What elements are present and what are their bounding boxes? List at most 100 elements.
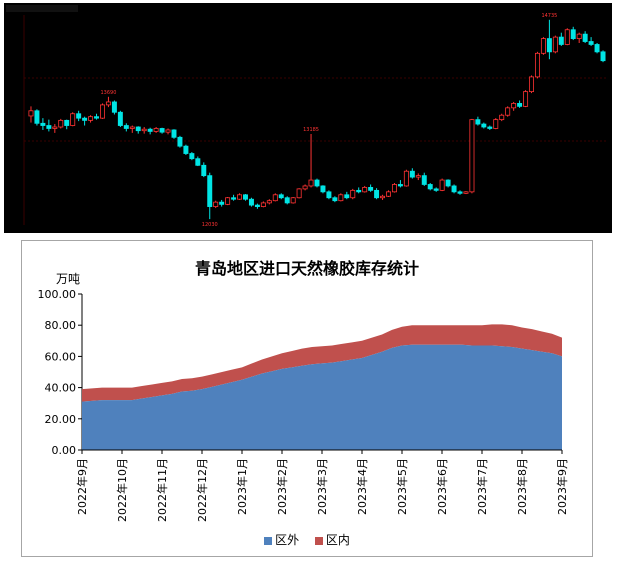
candle-body — [266, 200, 272, 204]
legend-swatch-inside — [314, 536, 323, 545]
legend-item-inside: 区内 — [314, 531, 350, 548]
candle-body — [499, 114, 505, 121]
candle-body — [433, 188, 439, 191]
candle-body — [76, 113, 82, 119]
y-tick-label: 40.00 — [45, 382, 77, 395]
x-tick-label: 2023年6月 — [435, 458, 449, 515]
area-series-outside — [82, 344, 562, 450]
candle-body — [546, 38, 552, 53]
price-label-high: 14735 — [541, 13, 557, 19]
x-tick-label: 2023年1月 — [235, 458, 249, 515]
candle-body — [534, 52, 540, 78]
candle-body — [105, 101, 111, 106]
candle-body — [558, 36, 564, 45]
candlestick-chart: 14735 12030 13690 13185 — [6, 5, 608, 228]
candle-body — [594, 44, 600, 53]
candle-body — [237, 194, 243, 200]
candle-body — [439, 179, 445, 191]
candle-body — [153, 128, 159, 132]
price-label-mid-high: 13690 — [100, 90, 116, 96]
price-label-low: 12030 — [202, 222, 218, 228]
candle-body — [511, 103, 517, 109]
candle-body — [409, 170, 415, 178]
candle-body — [374, 189, 380, 199]
candle-body — [356, 189, 362, 193]
candle-body — [64, 119, 70, 126]
candle-body — [296, 188, 302, 199]
candle-body — [260, 202, 266, 207]
candle-body — [243, 194, 248, 200]
candle-body — [427, 184, 433, 190]
price-label-mid: 13185 — [303, 127, 319, 133]
legend-label-inside: 区内 — [325, 533, 350, 547]
candle-body — [254, 204, 260, 207]
candle-body — [201, 164, 207, 177]
candle-body — [34, 110, 40, 124]
candle-body — [445, 179, 451, 187]
legend-swatch-outside — [264, 536, 273, 545]
x-tick-label: 2022年12月 — [195, 458, 209, 522]
candle-body — [159, 128, 165, 133]
x-tick-label: 2023年8月 — [515, 458, 529, 515]
candle-body — [213, 201, 219, 207]
x-tick-label: 2022年11月 — [155, 458, 169, 522]
candle-body — [552, 36, 558, 53]
candle-body — [28, 110, 34, 117]
candle-body — [397, 184, 403, 187]
candle-body — [46, 125, 52, 129]
candle-body — [290, 197, 296, 204]
candle-body — [588, 41, 594, 45]
candle-body — [451, 185, 457, 193]
candle-body — [487, 126, 493, 129]
x-tick-label: 2023年3月 — [315, 458, 329, 515]
candle-body — [225, 197, 231, 205]
candle-body — [332, 197, 338, 202]
candle-body — [493, 119, 499, 129]
candle-body — [529, 76, 535, 93]
candle-body — [284, 197, 290, 204]
candle-body — [117, 111, 123, 126]
candle-body — [320, 185, 326, 193]
candle-body — [600, 51, 606, 62]
candle-body — [505, 107, 511, 116]
candle-body — [403, 170, 409, 187]
candle-body — [58, 119, 64, 128]
candle-body — [415, 175, 421, 178]
legend: 区外 区内 — [22, 531, 592, 548]
candle-body — [278, 194, 284, 199]
x-tick-label: 2023年2月 — [275, 458, 289, 515]
candle-body — [523, 91, 529, 107]
x-tick-label: 2023年4月 — [355, 458, 369, 515]
x-tick-label: 2022年10月 — [115, 458, 129, 522]
candle-body — [386, 191, 391, 197]
y-tick-label: 80.00 — [45, 319, 77, 332]
stock-area-chart-panel: 青岛地区进口天然橡胶库存统计 万吨 100.00 80.00 60.00 40.00 2… — [21, 240, 593, 557]
x-tick-label: 2023年7月 — [475, 458, 489, 515]
candle-body — [248, 198, 254, 206]
candle-body — [314, 179, 320, 187]
candle-body — [189, 153, 195, 160]
candle-body — [94, 116, 100, 119]
candle-body — [171, 129, 177, 138]
candle-body — [350, 189, 356, 199]
candle-body — [123, 125, 129, 129]
candle-body — [231, 197, 237, 200]
candle-body — [463, 191, 469, 194]
candle-body — [576, 33, 582, 39]
y-axis-unit: 万吨 — [56, 272, 81, 286]
candle-body — [338, 194, 344, 202]
candle-body — [147, 128, 153, 132]
x-tick-label: 2023年9月 — [555, 458, 569, 515]
candle-body — [308, 179, 314, 187]
candle-body — [564, 29, 570, 45]
candlestick-chart-panel: 14735 12030 13690 13185 — [4, 3, 612, 233]
candle-body — [88, 116, 94, 121]
candle-body — [302, 185, 308, 190]
candle-body — [391, 184, 397, 193]
y-tick-label: 100.00 — [38, 288, 77, 301]
candle-body — [272, 194, 278, 202]
candle-body — [326, 191, 332, 199]
candle-body — [177, 136, 183, 147]
candle-body — [362, 187, 368, 193]
